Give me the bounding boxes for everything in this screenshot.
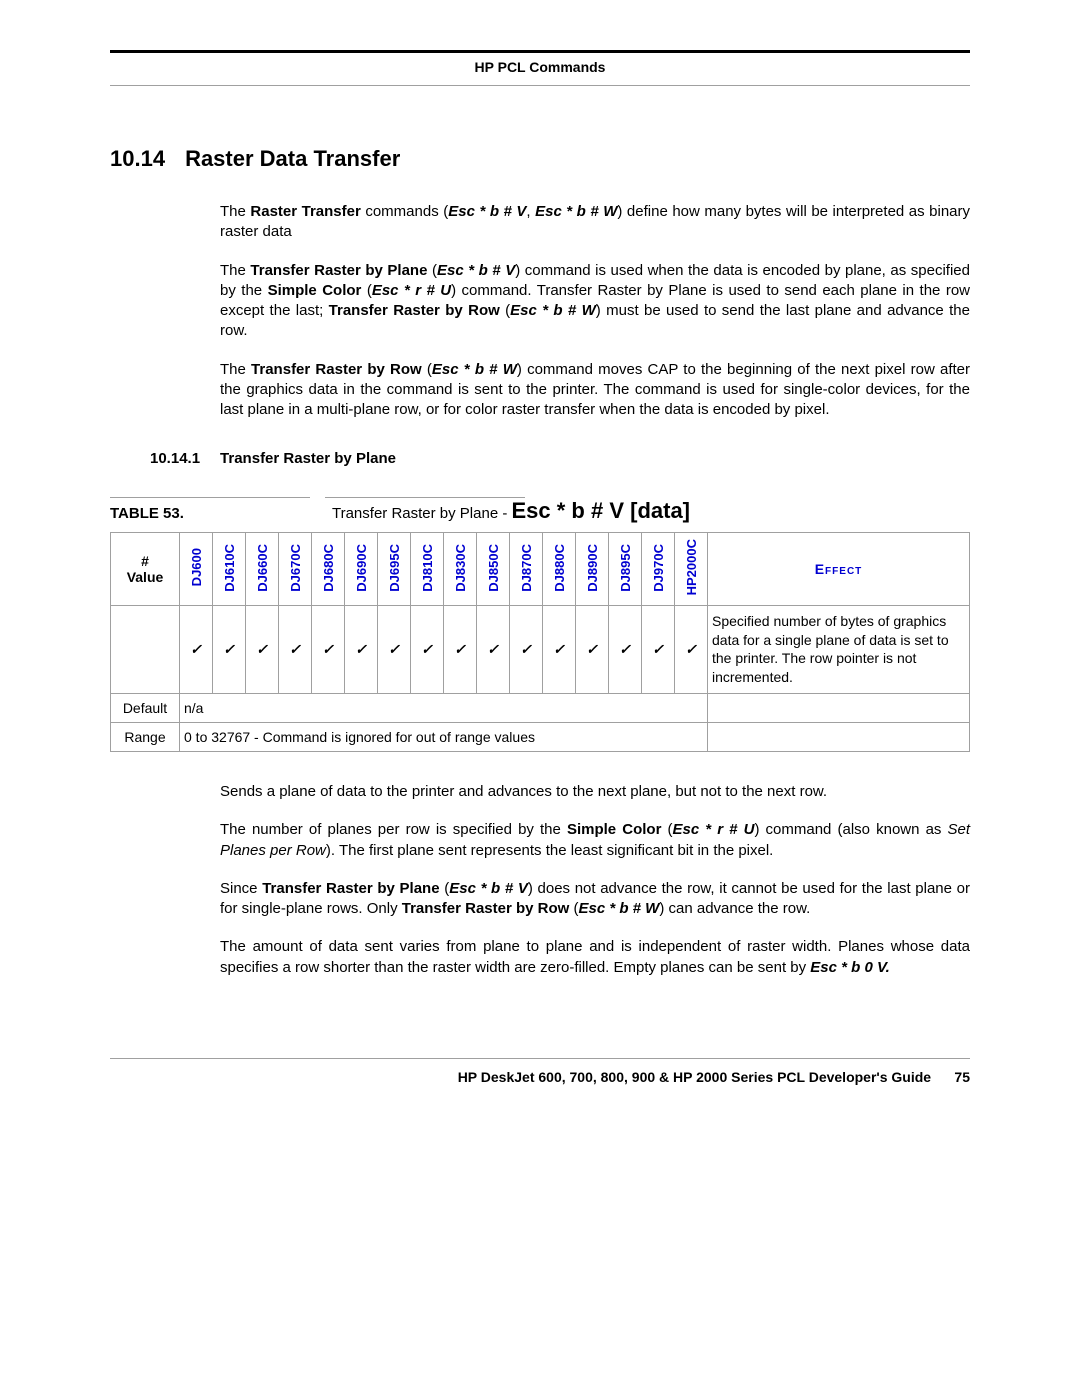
check-cell: ✓ bbox=[543, 605, 576, 694]
paragraph-6: Since Transfer Raster by Plane (Esc * b … bbox=[220, 879, 970, 920]
paragraph-1: The Raster Transfer commands (Esc * b # … bbox=[220, 202, 970, 243]
table-header-row: # Value DJ600 DJ610C DJ660C DJ670C DJ680… bbox=[111, 533, 970, 605]
check-cell: ✓ bbox=[279, 605, 312, 694]
value-header: # Value bbox=[111, 533, 180, 605]
device-header: DJ610C bbox=[223, 544, 236, 592]
empty-cell bbox=[708, 694, 970, 723]
check-cell: ✓ bbox=[444, 605, 477, 694]
check-cell: ✓ bbox=[411, 605, 444, 694]
check-cell: ✓ bbox=[576, 605, 609, 694]
subsection-heading: 10.14.1 Transfer Raster by Plane bbox=[150, 450, 970, 467]
subsection-number: 10.14.1 bbox=[150, 450, 200, 467]
device-header: DJ850C bbox=[487, 544, 500, 592]
page-container: HP PCL Commands 10.14 Raster Data Transf… bbox=[0, 0, 1080, 1135]
check-cell: ✓ bbox=[246, 605, 279, 694]
footer-rule: HP DeskJet 600, 700, 800, 900 & HP 2000 … bbox=[110, 1058, 970, 1085]
device-header: DJ870C bbox=[520, 544, 533, 592]
section-heading: 10.14 Raster Data Transfer bbox=[110, 146, 970, 172]
device-header: DJ690C bbox=[355, 544, 368, 592]
device-header: DJ890C bbox=[586, 544, 599, 592]
table-row: Range 0 to 32767 - Command is ignored fo… bbox=[111, 723, 970, 752]
value-cell bbox=[111, 605, 180, 694]
range-label: Range bbox=[111, 723, 180, 752]
top-rule bbox=[110, 50, 970, 53]
footer-text: HP DeskJet 600, 700, 800, 900 & HP 2000 … bbox=[110, 1069, 970, 1085]
device-header: DJ600 bbox=[190, 548, 203, 586]
check-cell: ✓ bbox=[477, 605, 510, 694]
range-value: 0 to 32767 - Command is ignored for out … bbox=[180, 723, 708, 752]
device-header: DJ895C bbox=[619, 544, 632, 592]
table-label: TABLE 53. bbox=[110, 505, 184, 522]
table-caption: TABLE 53. Transfer Raster by Plane - Esc… bbox=[110, 498, 970, 524]
check-cell: ✓ bbox=[510, 605, 543, 694]
default-value: n/a bbox=[180, 694, 708, 723]
check-cell: ✓ bbox=[312, 605, 345, 694]
check-cell: ✓ bbox=[345, 605, 378, 694]
page-number: 75 bbox=[954, 1069, 970, 1085]
section-title: Raster Data Transfer bbox=[185, 146, 400, 172]
check-cell: ✓ bbox=[180, 605, 213, 694]
device-header: DJ670C bbox=[289, 544, 302, 592]
effect-header: Effect bbox=[708, 533, 970, 605]
check-cell: ✓ bbox=[213, 605, 246, 694]
default-label: Default bbox=[111, 694, 180, 723]
table-row: ✓ ✓ ✓ ✓ ✓ ✓ ✓ ✓ ✓ ✓ ✓ ✓ ✓ ✓ ✓ ✓ Specifie… bbox=[111, 605, 970, 694]
subsection-title: Transfer Raster by Plane bbox=[220, 450, 396, 467]
device-header: DJ660C bbox=[256, 544, 269, 592]
paragraph-7: The amount of data sent varies from plan… bbox=[220, 937, 970, 978]
effect-cell: Specified number of bytes of graphics da… bbox=[708, 605, 970, 694]
check-cell: ✓ bbox=[642, 605, 675, 694]
page-header: HP PCL Commands bbox=[110, 59, 970, 86]
section-number: 10.14 bbox=[110, 146, 165, 172]
device-header: DJ695C bbox=[388, 544, 401, 592]
paragraph-4: Sends a plane of data to the printer and… bbox=[220, 782, 970, 802]
check-cell: ✓ bbox=[609, 605, 642, 694]
table-row: Default n/a bbox=[111, 694, 970, 723]
check-cell: ✓ bbox=[675, 605, 708, 694]
paragraph-3: The Transfer Raster by Row (Esc * b # W)… bbox=[220, 360, 970, 421]
empty-cell bbox=[708, 723, 970, 752]
table-caption-prefix: Transfer Raster by Plane - bbox=[332, 505, 512, 522]
device-header: DJ830C bbox=[454, 544, 467, 592]
device-header: DJ970C bbox=[652, 544, 665, 592]
table-caption-cmd: Esc * b # V [data] bbox=[512, 498, 691, 523]
device-header: HP2000C bbox=[685, 539, 698, 595]
paragraph-2: The Transfer Raster by Plane (Esc * b # … bbox=[220, 261, 970, 342]
device-header: DJ680C bbox=[322, 544, 335, 592]
paragraph-5: The number of planes per row is specifie… bbox=[220, 820, 970, 861]
check-cell: ✓ bbox=[378, 605, 411, 694]
device-header: DJ880C bbox=[553, 544, 566, 592]
compatibility-table: # Value DJ600 DJ610C DJ660C DJ670C DJ680… bbox=[110, 532, 970, 752]
device-header: DJ810C bbox=[421, 544, 434, 592]
